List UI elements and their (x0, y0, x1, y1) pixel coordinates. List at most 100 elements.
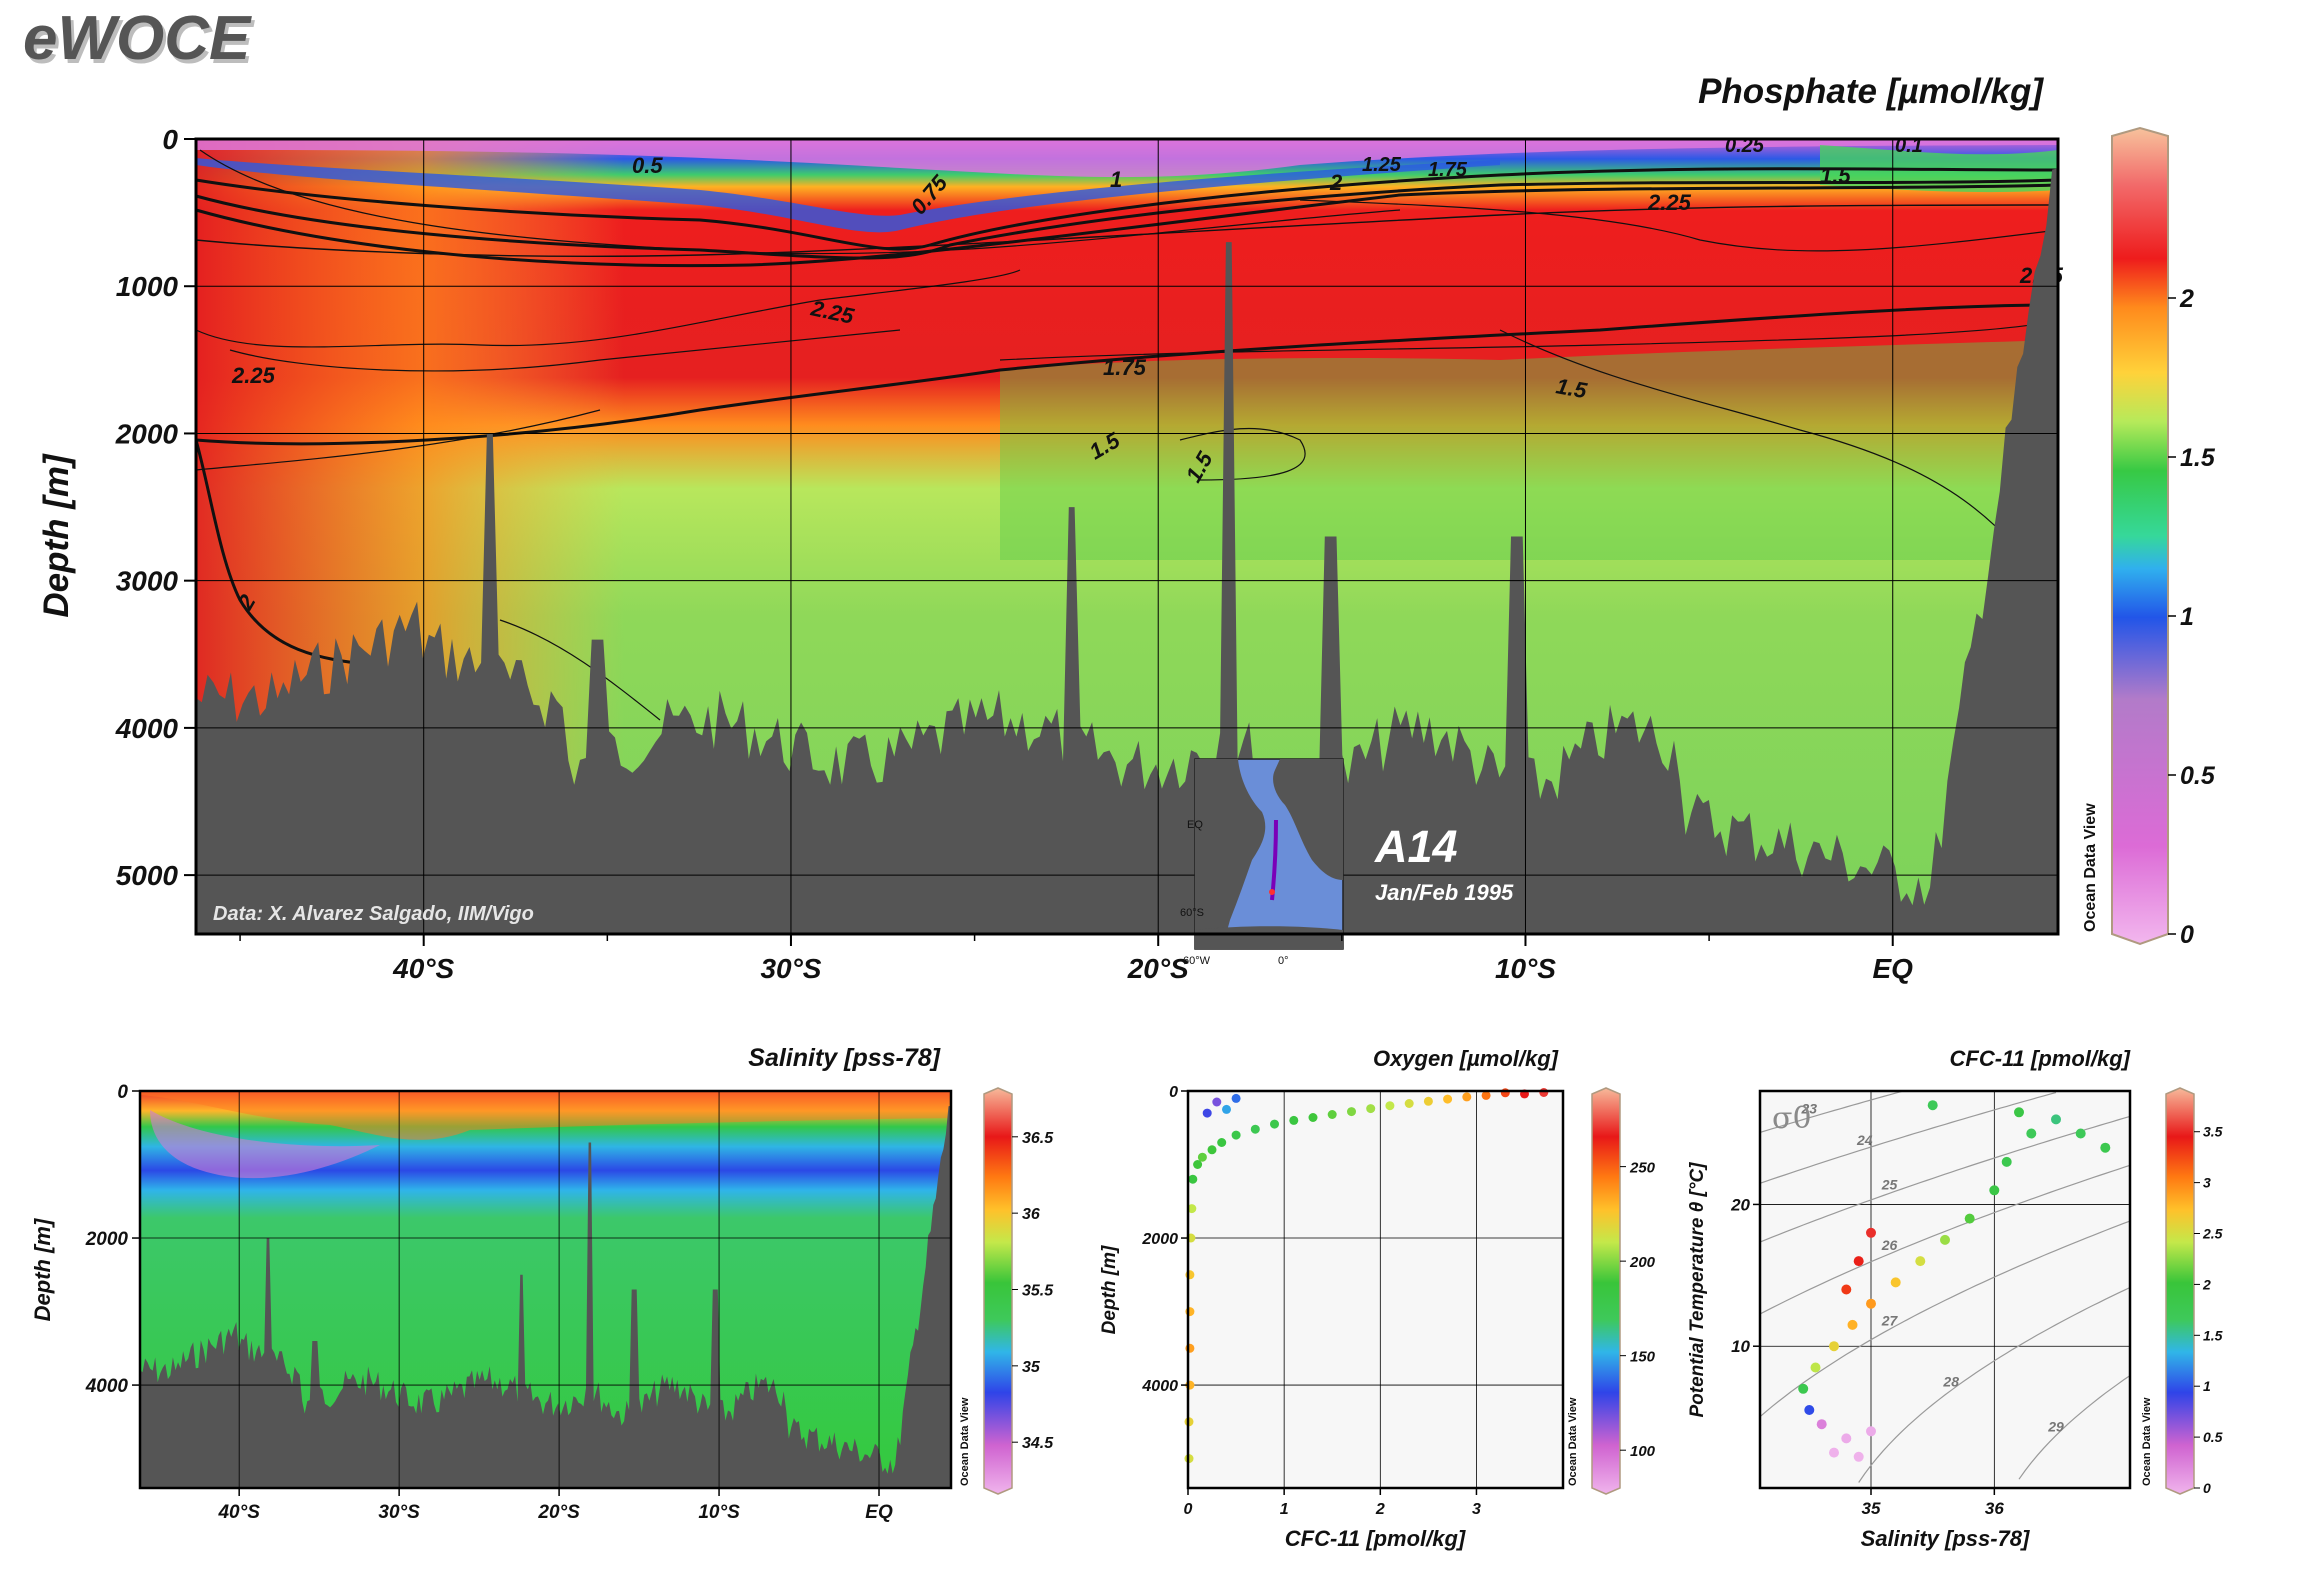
oxygen-point (1443, 1094, 1453, 1104)
ts-odv-watermark: Ocean Data View (2141, 1397, 2153, 1486)
colorbar-tick-label: 0.5 (2180, 762, 2216, 790)
ts-point (1940, 1234, 1950, 1245)
isopycnal-label: 28 (1942, 1373, 1959, 1389)
colorbar-tick-label: 2.5 (2202, 1226, 2223, 1242)
colorbar-tick-label: 200 (1629, 1254, 1656, 1271)
phosphate-bathymetry (196, 168, 2058, 934)
surface-low-phosphate (196, 139, 2058, 178)
y-tick-label: 1000 (116, 271, 179, 302)
ts-colorbar: 0 0.5 1 1.5 2 2.5 3 3.5 (2165, 1087, 2223, 1496)
oxygen-point (1423, 1096, 1433, 1106)
x-tick-label: 20°S (1127, 953, 1189, 984)
inset-africa (1273, 759, 1343, 880)
isopycnal-line (1759, 1090, 1902, 1133)
phosphate-title: Phosphate [µmol/kg] (1698, 72, 2044, 111)
y-tick-label: 4000 (1141, 1378, 1178, 1395)
ts-point (1866, 1426, 1876, 1437)
y-tick-label: 20 (1730, 1195, 1750, 1214)
ts-point (1841, 1284, 1852, 1295)
x-tick-label: 10°S (698, 1502, 740, 1523)
ts-point (1829, 1447, 1839, 1458)
inset-map: EQ 60°S 60°W 0° (1180, 758, 1344, 967)
salinity-colorbar-ticks: 34.5 35 35.5 36 36.5 (1012, 1130, 1054, 1452)
oxygen-frame (1186, 1089, 1565, 1490)
brand-shadow: eWOCE (26, 8, 255, 77)
colorbar-tick-label: 0 (2203, 1480, 2211, 1496)
oxygen-axes: 0 1 2 3 0 2000 4000 (1141, 1084, 1481, 1518)
isopycnal-line (1759, 1164, 2131, 1315)
inset-south-america (1195, 759, 1266, 949)
oxygen-ylabel: Depth [m] (1099, 1245, 1120, 1334)
ts-point (1866, 1298, 1876, 1309)
oxygen-point (1308, 1113, 1318, 1122)
isopycnal-label: 26 (1881, 1237, 1898, 1253)
isopycnal-line (1759, 1115, 2131, 1243)
contour-label: 1.5 (1554, 373, 1589, 403)
ts-point (1847, 1319, 1858, 1330)
y-tick-label: 0 (162, 124, 178, 155)
phosphate-colorbar-bar (2111, 126, 2169, 946)
x-tick-label: 10°S (1495, 953, 1556, 984)
ts-point (1829, 1341, 1839, 1352)
colorbar-tick-label: 34.5 (1022, 1435, 1054, 1452)
oxygen-grid (1188, 1091, 1563, 1488)
colorbar-tick-label: 35 (1022, 1359, 1041, 1376)
oxygen-point (1366, 1104, 1376, 1114)
colorbar-tick-label: 2 (2202, 1276, 2211, 1292)
oxygen-point (1462, 1092, 1472, 1102)
oxygen-point (1270, 1119, 1279, 1129)
ts-ylabel: Potential Temperature θ [°C] (1687, 1162, 1708, 1418)
contour-label: 2.25 (1647, 190, 1692, 215)
ts-points (1798, 1100, 2111, 1462)
colorbar-tick-label: 36 (1022, 1206, 1040, 1223)
colorbar-tick-label: 3.5 (2203, 1124, 2223, 1140)
salinity-colorbar: 34.5 35 35.5 36 36.5 (983, 1087, 1054, 1495)
ts-point (2001, 1156, 2012, 1167)
oxygen-point (1217, 1138, 1227, 1147)
x-tick-label: 40°S (217, 1502, 260, 1523)
surface-nutricline (196, 158, 1500, 233)
inset-station-marker (1269, 889, 1275, 895)
salinity-plot: Ocean Data View (140, 1090, 971, 1488)
phosphate-contours (194, 149, 2059, 721)
phosphate-plot: 0.5 0.75 1 1.25 1.5 1.75 1.75 2 2 2.25 2… (194, 135, 2099, 967)
odv-watermark: Ocean Data View (2082, 803, 2099, 932)
ts-point (1866, 1227, 1876, 1238)
colorbar-tick-label: 0.5 (2203, 1429, 2223, 1445)
ts-colorbar-bar (2165, 1087, 2195, 1495)
y-tick-label: 10 (1731, 1337, 1750, 1356)
isopycnal-label: 25 (1881, 1176, 1898, 1192)
ts-point (1927, 1100, 1938, 1111)
oxygen-point (1193, 1160, 1203, 1169)
oxygen-point (1197, 1152, 1207, 1162)
oxygen-xlabel: CFC-11 [pmol/kg] (1285, 1526, 1466, 1551)
ts-point (2026, 1128, 2037, 1139)
ts-sigma-symbol: σ0 (1772, 1101, 1812, 1136)
x-tick-label: EQ (1872, 953, 1913, 984)
ts-point (1890, 1277, 1901, 1288)
ts-colorbar-ticks: 0 0.5 1 1.5 2 2.5 3 3.5 (2194, 1124, 2223, 1496)
x-tick-label: 35 (1862, 1499, 1881, 1518)
x-tick-label: 30°S (378, 1502, 420, 1523)
x-tick-label: 36 (1985, 1499, 2004, 1518)
ts-axes: 35 36 10 20 (1730, 1195, 2004, 1518)
oxygen-colorbar-ticks: 100 150 200 250 (1620, 1160, 1656, 1460)
oxygen-point (1539, 1088, 1549, 1097)
isopycnal-line (1759, 1091, 2057, 1184)
x-tick-label: EQ (865, 1502, 893, 1523)
oxygen-point (1347, 1107, 1356, 1117)
isopycnal-label: 23 (1801, 1101, 1818, 1117)
section-period: Jan/Feb 1995 (1375, 880, 1514, 905)
salinity-ylabel: Depth [m] (30, 1218, 55, 1321)
isopycnal-label: 27 (1881, 1312, 1899, 1328)
oxygen-point (1500, 1088, 1510, 1098)
oxygen-point (1231, 1093, 1241, 1103)
salinity-axes: 40°S 30°S 20°S 10°S EQ 0 2000 4000 (85, 1082, 893, 1523)
x-tick-label: 2 (1375, 1501, 1385, 1518)
oxygen-point (1212, 1097, 1222, 1107)
inset-label-0: 0° (1278, 955, 1289, 967)
contour-label: 1.5 (1820, 163, 1851, 188)
colorbar-tick-label: 150 (1630, 1349, 1656, 1366)
oxygen-point (1327, 1110, 1337, 1119)
